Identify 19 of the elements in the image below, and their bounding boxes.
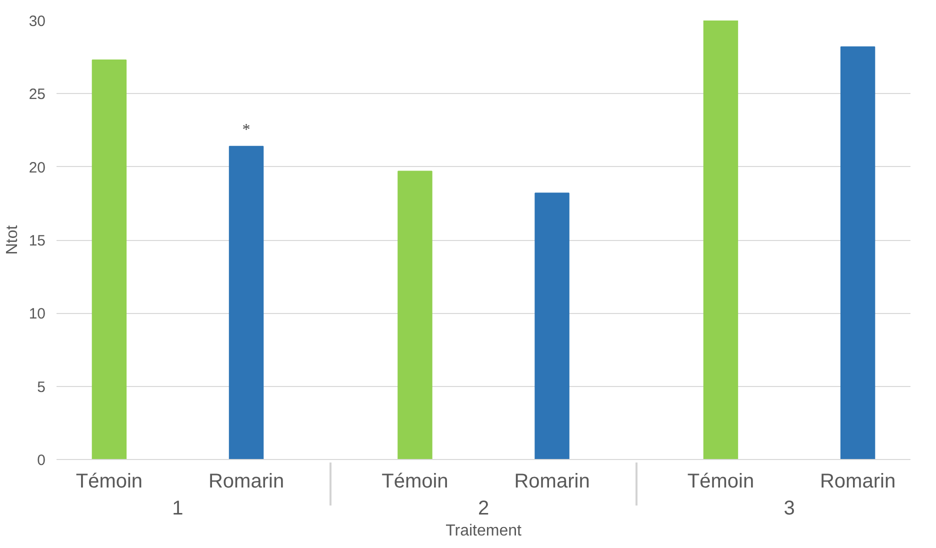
text: 1: [172, 498, 184, 520]
y-tick-label: 30: [28, 13, 46, 30]
data-label: *: [242, 121, 250, 138]
x-tick-label: Témoin: [76, 470, 143, 492]
x-tick-label: Témoin: [382, 470, 448, 492]
y-tick-label: 20: [28, 159, 46, 176]
y-axis-title: Ntot: [4, 224, 21, 255]
text: 2: [478, 498, 490, 520]
x-tick-label: Romarin: [514, 470, 590, 492]
x-tick-label: Témoin: [687, 470, 754, 492]
y-tick-label: 5: [37, 378, 46, 396]
x-axis-title: Traitement: [446, 522, 522, 540]
text: 3: [784, 498, 795, 520]
y-tick-label: 0: [37, 452, 46, 469]
y-tick-label: 15: [28, 232, 46, 250]
y-tick-label: 25: [28, 86, 46, 104]
x-tick-label: Romarin: [820, 470, 896, 492]
x-tick-label: Romarin: [208, 470, 284, 492]
y-tick-label: 10: [28, 306, 46, 323]
